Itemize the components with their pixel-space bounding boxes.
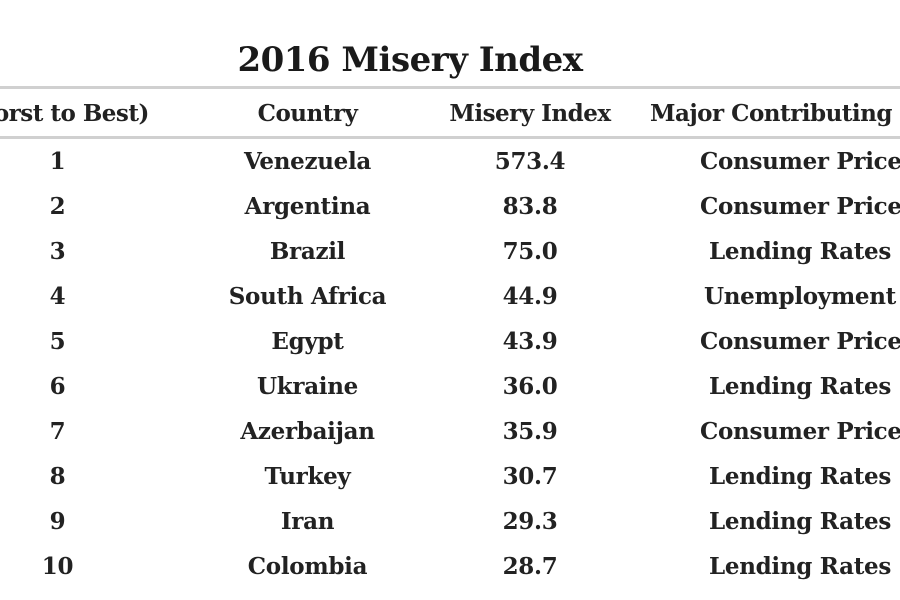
cell-misery-index: 35.9 [502,418,558,445]
cell-misery-index: 44.9 [502,283,558,310]
cell-major-factor: Lending Rates [708,553,891,580]
header-top-rule [0,86,900,89]
cell-major-factor: Lending Rates [708,238,891,265]
table-row: 2 Argentina 83.8 Consumer Prices [0,185,900,229]
cell-misery-index: 573.4 [494,148,566,175]
cell-misery-index: 75.0 [502,238,558,265]
cell-misery-index: 30.7 [502,463,558,490]
header-misery-index: Misery Index [449,100,611,127]
cell-country: Iran [280,508,335,535]
cell-rank: 9 [49,508,66,535]
cell-country: Turkey [264,463,351,490]
table-row: 3 Brazil 75.0 Lending Rates [0,230,900,274]
cell-country: Argentina [244,193,371,220]
cell-misery-index: 83.8 [502,193,558,220]
table-header: (Worst to Best) Country Misery Index Maj… [0,92,900,136]
cell-rank: 1 [49,148,66,175]
cell-major-factor: Consumer Prices [700,328,900,355]
table-row: 9 Iran 29.3 Lending Rates [0,500,900,544]
header-major-factor: Major Contributing Fa [650,100,900,127]
cell-rank: 10 [41,553,74,580]
table-row: 6 Ukraine 36.0 Lending Rates [0,365,900,409]
cell-country: Venezuela [243,148,372,175]
cell-rank: 8 [49,463,66,490]
cell-major-factor: Unemployment [704,283,896,310]
header-bottom-rule [0,136,900,139]
cell-rank: 5 [49,328,66,355]
table-row: 5 Egypt 43.9 Consumer Prices [0,320,900,364]
cell-country: Colombia [247,553,368,580]
table-row: 10 Colombia 28.7 Lending Rates [0,545,900,589]
table-row: 4 South Africa 44.9 Unemployment [0,275,900,319]
header-rank: (Worst to Best) [0,100,149,127]
cell-country: Brazil [269,238,346,265]
table-row: 7 Azerbaijan 35.9 Consumer Prices [0,410,900,454]
cell-major-factor: Lending Rates [708,508,891,535]
cell-major-factor: Lending Rates [708,373,891,400]
cell-rank: 3 [49,238,66,265]
cell-misery-index: 28.7 [502,553,558,580]
table-title: 2016 Misery Index [237,40,583,80]
cell-rank: 4 [49,283,66,310]
table-row: 1 Venezuela 573.4 Consumer Prices [0,140,900,184]
cell-misery-index: 36.0 [502,373,558,400]
table-row: 8 Turkey 30.7 Lending Rates [0,455,900,499]
cell-major-factor: Lending Rates [708,463,891,490]
cell-major-factor: Consumer Prices [700,148,900,175]
cell-country: Egypt [271,328,344,355]
cell-country: Ukraine [256,373,358,400]
cell-misery-index: 43.9 [502,328,558,355]
cell-rank: 2 [49,193,66,220]
cell-rank: 7 [49,418,66,445]
header-country: Country [257,100,358,127]
cell-rank: 6 [49,373,66,400]
cell-major-factor: Consumer Prices [700,193,900,220]
cell-country: South Africa [228,283,387,310]
cell-country: Azerbaijan [240,418,375,445]
cell-misery-index: 29.3 [502,508,558,535]
cell-major-factor: Consumer Prices [700,418,900,445]
